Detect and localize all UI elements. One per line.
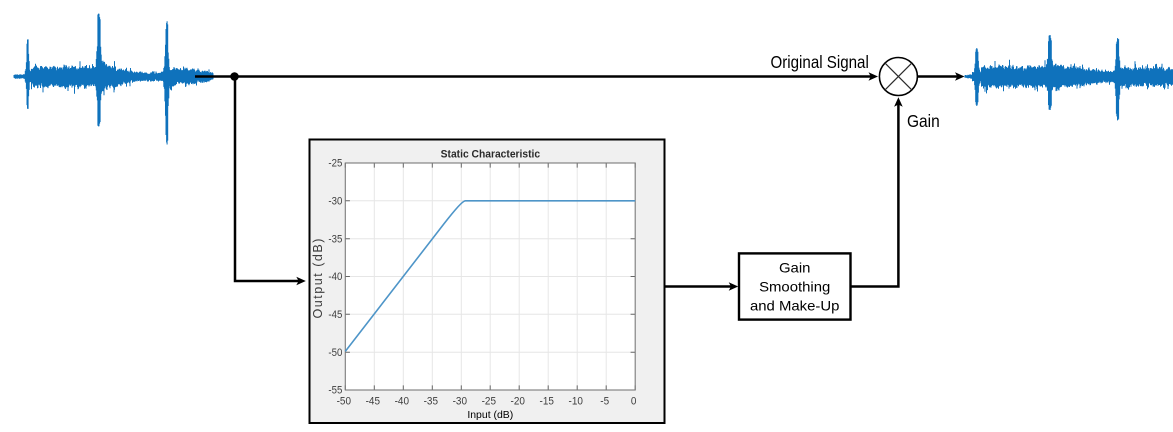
svg-text:-20: -20 — [511, 396, 526, 407]
svg-text:-35: -35 — [328, 234, 342, 246]
svg-text:Static Characteristic: Static Characteristic — [441, 148, 541, 160]
svg-text:-25: -25 — [482, 396, 497, 407]
svg-text:Original Signal: Original Signal — [771, 53, 869, 72]
svg-text:-5: -5 — [600, 396, 609, 407]
svg-text:-40: -40 — [328, 272, 342, 284]
svg-text:-15: -15 — [540, 396, 555, 407]
svg-text:Output (dB): Output (dB) — [311, 239, 325, 319]
svg-text:-25: -25 — [328, 158, 342, 170]
svg-text:and Make-Up: and Make-Up — [750, 299, 839, 314]
svg-text:-45: -45 — [328, 309, 342, 321]
svg-text:-10: -10 — [569, 396, 584, 407]
svg-text:-55: -55 — [328, 385, 342, 397]
svg-text:-45: -45 — [366, 396, 381, 407]
svg-text:-50: -50 — [337, 396, 352, 407]
svg-text:Gain: Gain — [907, 112, 940, 131]
svg-text:-50: -50 — [328, 347, 342, 359]
svg-text:Gain: Gain — [779, 261, 810, 276]
svg-text:-35: -35 — [424, 396, 439, 407]
svg-text:-40: -40 — [395, 396, 410, 407]
svg-text:-30: -30 — [328, 196, 342, 208]
svg-text:0: 0 — [631, 396, 637, 407]
svg-text:-30: -30 — [453, 396, 468, 407]
svg-text:Smoothing: Smoothing — [759, 280, 830, 295]
svg-text:Input (dB): Input (dB) — [467, 410, 513, 421]
